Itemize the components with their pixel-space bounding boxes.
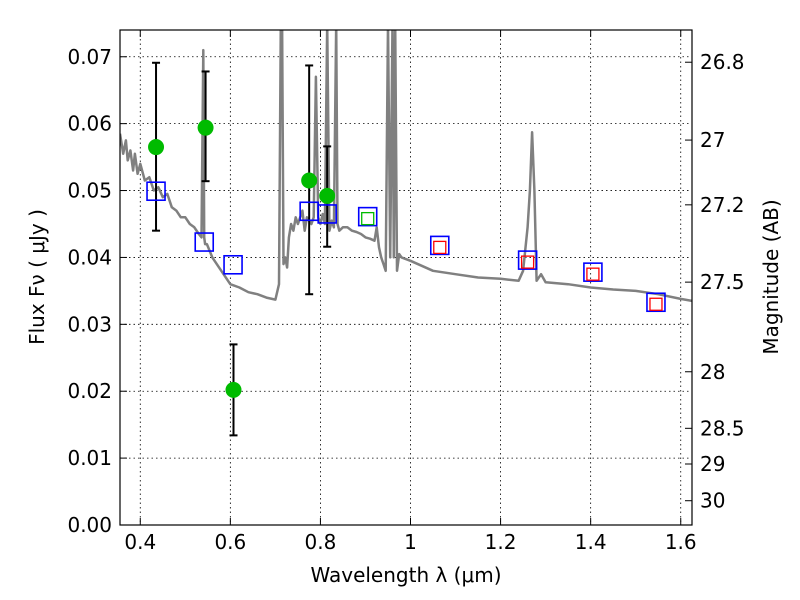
upper-limit-square <box>361 211 375 226</box>
observed-flux-point <box>301 172 318 189</box>
y-tick-label: 0.01 <box>67 446 112 470</box>
data-layer <box>120 30 692 437</box>
x-tick-label: 1.4 <box>575 530 607 554</box>
model-band-square <box>517 250 538 270</box>
x-tick-label: 0.4 <box>124 530 156 554</box>
y-tick-label: 0.07 <box>67 45 112 69</box>
y-tick-label: 0.02 <box>67 379 112 403</box>
y-axis-label: Flux Fν ( μJy ) <box>25 209 49 345</box>
y2-tick-label: 28.5 <box>700 416 745 440</box>
y2-tick-label: 28 <box>700 360 725 384</box>
model-band-square <box>317 204 337 224</box>
x-axis-label: Wavelength λ (μm) <box>310 563 501 587</box>
model-spectrum-line <box>120 30 692 303</box>
y2-tick-label: 26.8 <box>700 50 745 74</box>
y2-tick-label: 29 <box>700 452 725 476</box>
upper-limit-square <box>586 267 600 281</box>
y-tick-label: 0.00 <box>67 513 112 537</box>
model-band-square <box>646 292 666 313</box>
y2-tick-label: 27.5 <box>700 270 745 294</box>
model-band-square <box>194 232 215 252</box>
gridlines <box>120 30 692 526</box>
y-tick-label: 0.05 <box>67 179 112 203</box>
observed-flux-point <box>319 187 336 204</box>
model-band-square <box>583 262 603 282</box>
observed-flux-point <box>148 139 165 156</box>
plot-frame <box>119 29 693 526</box>
y2-tick-label: 27 <box>700 128 725 152</box>
upper-limit-square <box>433 240 447 255</box>
x-tick-label: 0.8 <box>305 530 337 554</box>
model-band-square <box>429 235 450 256</box>
model-band-square <box>223 254 243 275</box>
plot-area <box>120 30 692 525</box>
upper-limit-square <box>520 255 535 269</box>
x-tick-label: 1 <box>404 530 417 554</box>
y2-tick-label: 30 <box>700 489 725 513</box>
model-band-square <box>357 206 378 227</box>
y-tick-label: 0.03 <box>67 312 112 336</box>
y2-tick-label: 27.2 <box>700 193 745 217</box>
y2-axis-label: Magnitude (AB) <box>759 199 783 354</box>
y-tick-label: 0.04 <box>67 245 112 269</box>
observed-flux-point <box>197 119 214 136</box>
x-tick-label: 1.2 <box>485 530 517 554</box>
model-band-square <box>146 181 166 202</box>
y-tick-label: 0.06 <box>67 112 112 136</box>
x-tick-label: 0.6 <box>214 530 246 554</box>
x-tick-label: 1.6 <box>665 530 697 554</box>
upper-limit-square <box>649 297 663 311</box>
axis-ticks: 0.4 0.6 0.8 1 1.2 1.4 1.6 0.00 0.01 0.02 0.03 0.04 0… <box>67 30 745 554</box>
observed-flux-point <box>225 381 242 398</box>
